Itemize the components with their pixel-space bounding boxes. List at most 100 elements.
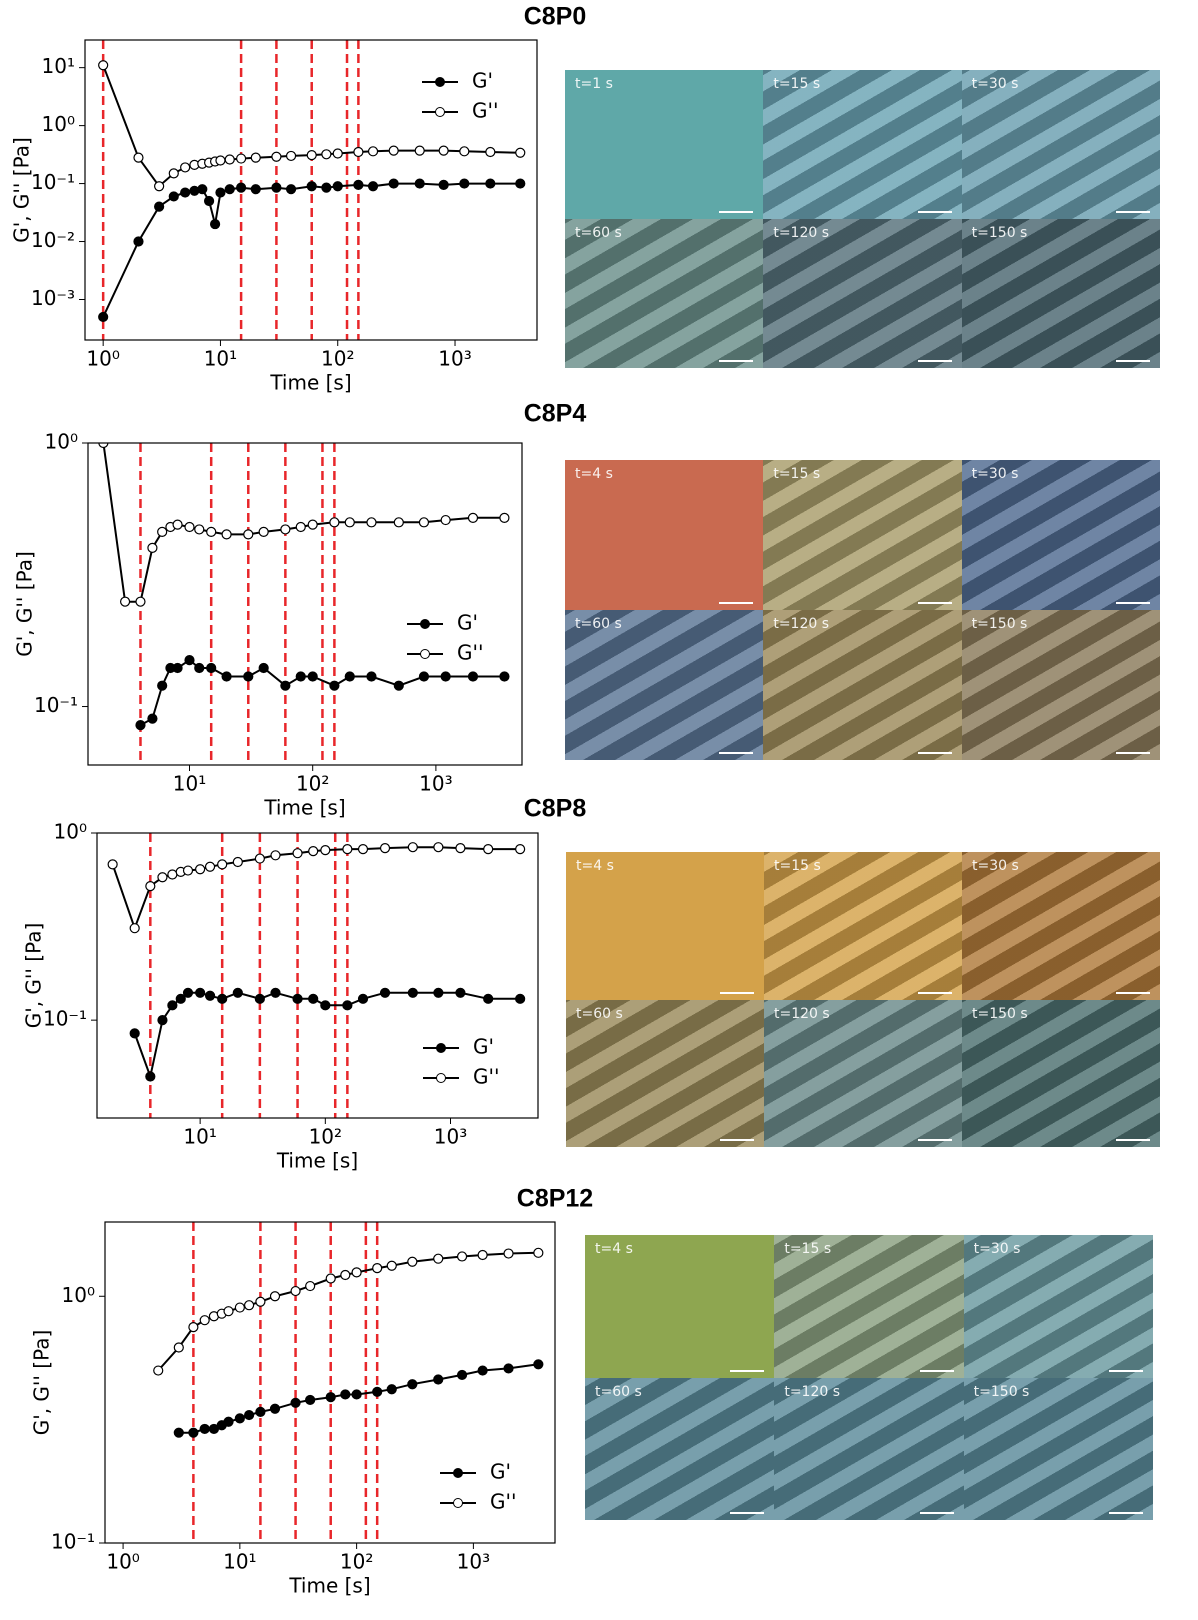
point	[344, 517, 355, 528]
point	[145, 881, 156, 892]
point	[236, 153, 247, 164]
point	[307, 671, 318, 682]
point	[285, 184, 297, 195]
point	[407, 1256, 418, 1267]
scale-bar	[720, 1139, 754, 1141]
point	[483, 993, 494, 1004]
point	[515, 178, 526, 189]
chart-title: C8P4	[524, 400, 587, 428]
scale-bar	[1108, 1512, 1143, 1514]
point	[438, 179, 449, 190]
point	[217, 993, 228, 1004]
x-tick-label: 10⁰	[86, 347, 119, 371]
point	[204, 990, 216, 1001]
micrograph-label: t=30 s	[971, 466, 1019, 482]
y-axis-label: G', G'' [Pa]	[30, 1330, 54, 1436]
scale-bar	[919, 1512, 954, 1514]
point	[456, 1251, 468, 1262]
point	[418, 671, 430, 682]
point	[194, 524, 205, 535]
x-tick-label: 10⁰	[106, 1550, 139, 1574]
point	[485, 146, 496, 158]
point	[290, 1397, 301, 1408]
micrograph: t=150 s	[961, 610, 1160, 760]
point	[173, 1427, 184, 1438]
plot-area	[153, 1222, 544, 1543]
x-tick-label: 10¹	[173, 772, 206, 796]
point	[455, 843, 466, 854]
point	[188, 1427, 199, 1438]
y-axis-label: G', G'' [Pa]	[13, 551, 37, 657]
point	[353, 179, 364, 190]
x-tick-label: 10²	[321, 347, 354, 371]
scale-bar	[917, 360, 952, 362]
point	[418, 517, 430, 528]
point	[353, 146, 364, 158]
point	[477, 1365, 488, 1376]
chart-title: C8P8	[524, 795, 587, 823]
point	[321, 149, 332, 160]
point	[215, 187, 226, 198]
y-tick-label: 10⁰	[42, 112, 75, 136]
micrograph-label: t=60 s	[575, 616, 622, 632]
scale-bar	[1108, 1369, 1143, 1372]
y-tick-label: 10⁻¹	[51, 1530, 95, 1554]
point	[243, 1300, 255, 1311]
scale-bar	[917, 752, 952, 754]
micrograph: t=120 s	[764, 999, 962, 1147]
micrograph-label: t=1 s	[575, 76, 613, 92]
point	[232, 987, 243, 998]
point	[292, 848, 303, 859]
point	[407, 1379, 418, 1390]
point	[129, 923, 140, 934]
point	[98, 311, 109, 323]
point	[182, 865, 194, 876]
point	[342, 1000, 353, 1011]
micrograph: t=60 s	[585, 1377, 775, 1520]
point	[168, 168, 179, 179]
point	[271, 182, 282, 193]
micrograph: t=4 s	[566, 852, 764, 1000]
legend-label: G''	[473, 1065, 500, 1089]
point	[173, 1342, 184, 1353]
legend-label: G''	[457, 641, 484, 665]
micrograph-label: t=120 s	[773, 225, 830, 241]
point	[366, 517, 377, 528]
x-tick-label: 10¹	[183, 1125, 216, 1149]
y-tick-label: 10¹	[42, 54, 75, 78]
point	[206, 662, 217, 674]
micrograph-label: t=150 s	[971, 616, 1028, 632]
scale-bar	[719, 211, 754, 213]
point	[157, 680, 168, 691]
micrograph-label: t=4 s	[595, 1241, 633, 1257]
point	[184, 655, 195, 666]
y-tick-label: 10⁰	[62, 1283, 95, 1307]
series-line	[111, 846, 521, 932]
micrograph: t=15 s	[763, 70, 962, 219]
point	[133, 236, 144, 247]
point	[459, 178, 470, 189]
point	[234, 1413, 245, 1424]
point	[325, 1392, 336, 1403]
point	[234, 1302, 245, 1313]
point	[254, 993, 265, 1004]
point	[129, 1028, 140, 1039]
x-axis-label: Time [s]	[263, 796, 345, 820]
micrograph-label: t=120 s	[774, 1005, 830, 1022]
point	[98, 443, 109, 449]
point	[433, 987, 444, 998]
point	[366, 671, 377, 682]
micrograph: t=15 s	[764, 852, 962, 1000]
point	[533, 1247, 544, 1258]
point	[184, 521, 195, 533]
scale-bar	[730, 1512, 765, 1514]
micrograph-label: t=30 s	[971, 76, 1019, 92]
x-tick-label: 10³	[438, 347, 471, 371]
point	[135, 596, 146, 607]
point	[292, 993, 303, 1004]
micrograph-label: t=15 s	[784, 1241, 832, 1257]
point	[167, 869, 178, 880]
point	[269, 1291, 281, 1302]
point	[320, 845, 331, 856]
